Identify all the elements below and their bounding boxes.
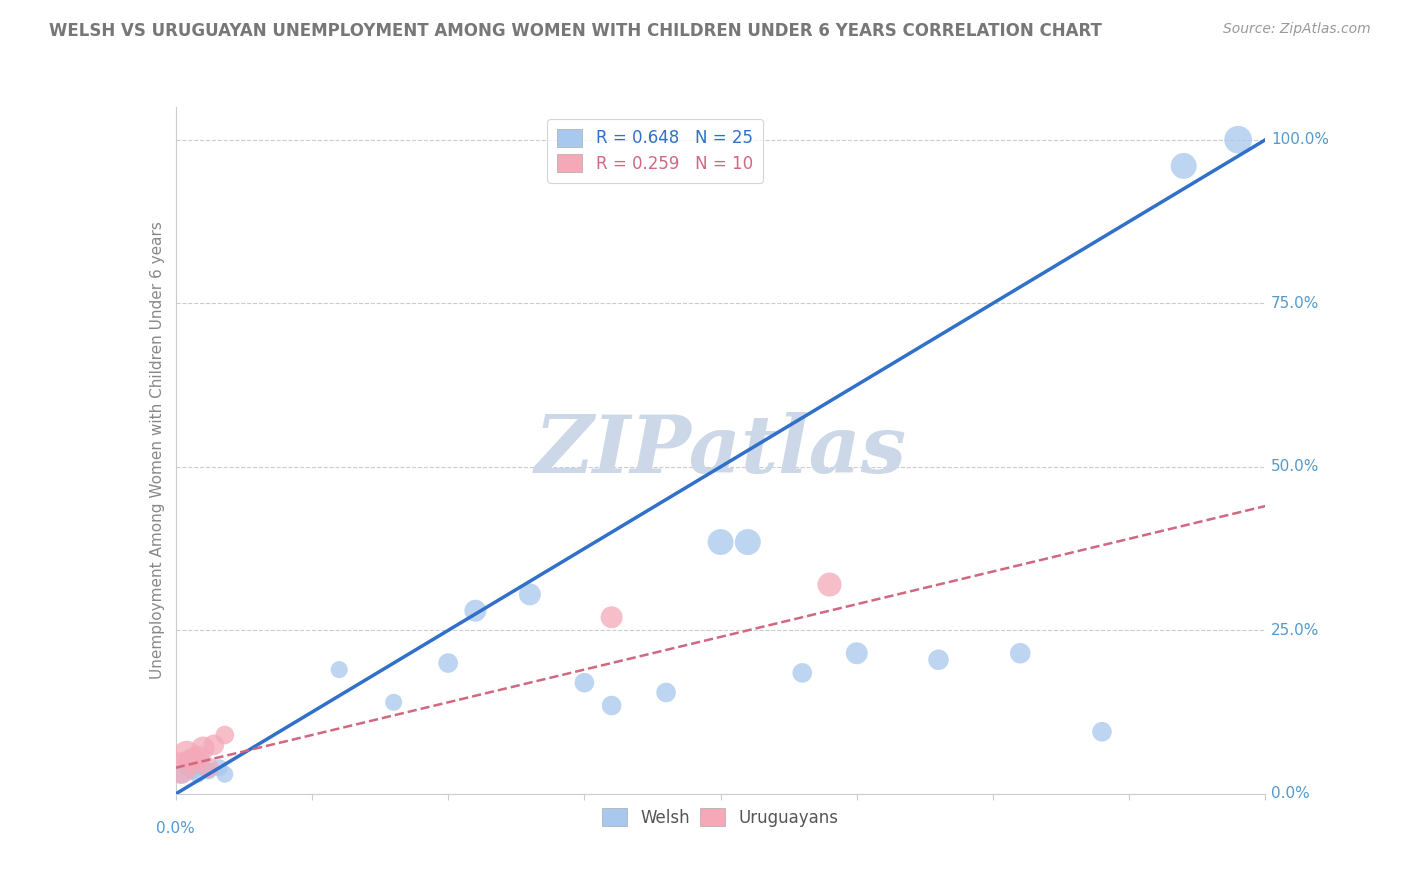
Point	[208, 761, 231, 775]
Point	[181, 764, 204, 778]
Point	[792, 665, 814, 680]
Point	[197, 764, 219, 778]
Point	[214, 728, 236, 742]
Text: Source: ZipAtlas.com: Source: ZipAtlas.com	[1223, 22, 1371, 37]
Point	[464, 604, 486, 618]
Point	[818, 577, 841, 591]
Text: 100.0%: 100.0%	[1271, 132, 1329, 147]
Point	[214, 767, 236, 781]
Point	[655, 685, 678, 699]
Text: ZIPatlas: ZIPatlas	[534, 412, 907, 489]
Text: 75.0%: 75.0%	[1271, 296, 1319, 310]
Point	[1091, 724, 1114, 739]
Legend: Welsh, Uruguayans: Welsh, Uruguayans	[596, 802, 845, 834]
Point	[181, 754, 204, 768]
Text: 50.0%: 50.0%	[1271, 459, 1319, 475]
Point	[1227, 133, 1250, 147]
Text: 25.0%: 25.0%	[1271, 623, 1319, 638]
Point	[600, 610, 623, 624]
Point	[186, 767, 209, 781]
Point	[928, 653, 950, 667]
Point	[600, 698, 623, 713]
Y-axis label: Unemployment Among Women with Children Under 6 years: Unemployment Among Women with Children U…	[149, 221, 165, 680]
Point	[197, 761, 219, 775]
Point	[186, 751, 209, 765]
Point	[519, 587, 541, 601]
Point	[710, 535, 733, 549]
Text: 0.0%: 0.0%	[1271, 787, 1309, 801]
Point	[382, 695, 405, 709]
Point	[170, 767, 193, 781]
Point	[170, 761, 193, 775]
Point	[1010, 646, 1032, 660]
Point	[202, 738, 225, 752]
Point	[437, 656, 460, 670]
Point	[176, 761, 198, 775]
Point	[1173, 159, 1195, 173]
Text: 0.0%: 0.0%	[156, 822, 195, 837]
Point	[845, 646, 868, 660]
Point	[574, 675, 596, 690]
Point	[737, 535, 759, 549]
Text: WELSH VS URUGUAYAN UNEMPLOYMENT AMONG WOMEN WITH CHILDREN UNDER 6 YEARS CORRELAT: WELSH VS URUGUAYAN UNEMPLOYMENT AMONG WO…	[49, 22, 1102, 40]
Point	[191, 741, 214, 756]
Point	[176, 747, 198, 762]
Point	[328, 663, 350, 677]
Point	[191, 761, 214, 775]
